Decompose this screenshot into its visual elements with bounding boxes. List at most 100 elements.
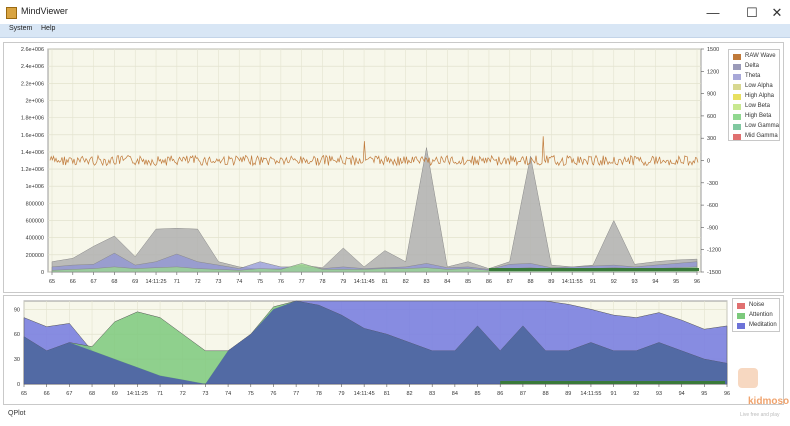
x-tick-label: 94 bbox=[679, 391, 685, 397]
right-tick-label: 900 bbox=[707, 92, 716, 98]
footer-label: QPlot bbox=[8, 410, 26, 417]
right-tick-label: 1500 bbox=[707, 47, 719, 53]
minimize-button[interactable]: — bbox=[706, 5, 720, 20]
right-tick-label: -1500 bbox=[707, 270, 721, 276]
legend-swatch bbox=[733, 124, 741, 130]
x-tick-label: 88 bbox=[543, 391, 549, 397]
x-tick-label: 68 bbox=[111, 279, 117, 285]
brainwave-legend: RAW Wave Delta Theta Low Alpha High Alpha Low… bbox=[728, 49, 780, 141]
right-tick-label: 1200 bbox=[707, 69, 719, 75]
x-tick-label: 83 bbox=[429, 391, 435, 397]
x-tick-label: 84 bbox=[444, 279, 450, 285]
x-tick-label: 66 bbox=[44, 391, 50, 397]
brainwave-chart[interactable]: 2.6e+006 2.4e+006 2.2e+006 2e+006 1.8e+006 1.… bbox=[4, 43, 783, 292]
menu-bar: System Help bbox=[0, 24, 790, 38]
x-tick-label: 74 bbox=[236, 279, 242, 285]
x-tick-label: 83 bbox=[423, 279, 429, 285]
x-tick-label: 84 bbox=[452, 391, 458, 397]
x-tick-label: 67 bbox=[91, 279, 97, 285]
menu-system[interactable]: System bbox=[9, 25, 33, 32]
watermark-subtext: Live free and play bbox=[740, 412, 780, 418]
title-bar: MindViewer — ☐ ✕ bbox=[0, 0, 790, 26]
x-tick-label: 86 bbox=[497, 391, 503, 397]
x-tick-label: 87 bbox=[520, 391, 526, 397]
x-tick-label: 14:11:45 bbox=[354, 279, 375, 285]
x-tick-label: 93 bbox=[632, 279, 638, 285]
watermark-text: kidmoso bbox=[748, 396, 789, 407]
left-tick-label: 2.6e+006 bbox=[21, 47, 44, 53]
x-tick-label: 65 bbox=[21, 391, 27, 397]
x-tick-label: 65 bbox=[49, 279, 55, 285]
window-title: MindViewer bbox=[21, 6, 68, 16]
right-tick-label: 300 bbox=[707, 136, 716, 142]
x-tick-label: 88 bbox=[527, 279, 533, 285]
x-tick-label: 69 bbox=[112, 391, 118, 397]
x-tick-label: 82 bbox=[403, 279, 409, 285]
legend-label: Low Gamma bbox=[745, 123, 780, 129]
x-tick-label: 89 bbox=[565, 391, 571, 397]
left-tick-label: 2.4e+006 bbox=[21, 64, 44, 70]
left-tick-label: 0 bbox=[41, 270, 44, 276]
app-icon bbox=[6, 7, 17, 19]
x-tick-label: 81 bbox=[384, 391, 390, 397]
x-tick-label: 14:11:25 bbox=[146, 279, 167, 285]
x-tick-label: 75 bbox=[248, 391, 254, 397]
watermark-logo: kidmoso Live free and play bbox=[736, 366, 790, 421]
x-tick-label: 14:11:45 bbox=[354, 391, 375, 397]
x-tick-label: 78 bbox=[319, 279, 325, 285]
left-tick-label: 600000 bbox=[26, 219, 44, 225]
left-tick-label: 1.2e+006 bbox=[21, 167, 44, 173]
x-tick-label: 74 bbox=[225, 391, 231, 397]
x-tick-label: 81 bbox=[382, 279, 388, 285]
legend-swatch bbox=[733, 54, 741, 60]
legend-label: Delta bbox=[745, 63, 760, 69]
x-tick-label: 77 bbox=[299, 279, 305, 285]
x-tick-label: 71 bbox=[174, 279, 180, 285]
legend-swatch bbox=[733, 74, 741, 80]
esense-chart[interactable]: 90 60 30 065 66 67 68 69 14:11:25 71 72 73 74 75 76 77 7… bbox=[4, 296, 783, 404]
maximize-button[interactable]: ☐ bbox=[746, 5, 758, 20]
right-tick-label: -300 bbox=[707, 181, 718, 187]
x-tick-label: 94 bbox=[652, 279, 658, 285]
x-tick-label: 67 bbox=[66, 391, 72, 397]
legend-swatch bbox=[737, 303, 745, 309]
x-tick-label: 68 bbox=[89, 391, 95, 397]
legend-label: Theta bbox=[745, 73, 761, 79]
legend-swatch bbox=[737, 323, 745, 329]
x-tick-label: 75 bbox=[257, 279, 263, 285]
x-tick-label: 85 bbox=[474, 391, 480, 397]
right-tick-label: 0 bbox=[707, 159, 710, 165]
legend-label: Low Alpha bbox=[745, 83, 773, 89]
x-tick-label: 85 bbox=[465, 279, 471, 285]
right-tick-label: -1200 bbox=[707, 248, 721, 254]
left-tick-label: 1.8e+006 bbox=[21, 116, 44, 122]
right-tick-label: 600 bbox=[707, 114, 716, 120]
x-tick-label: 73 bbox=[215, 279, 221, 285]
x-tick-label: 91 bbox=[611, 391, 617, 397]
x-tick-label: 95 bbox=[673, 279, 679, 285]
x-tick-label: 69 bbox=[132, 279, 138, 285]
x-tick-label: 79 bbox=[338, 391, 344, 397]
x-tick-label: 86 bbox=[486, 279, 492, 285]
esense-plot-pane: 90 60 30 0 65 66 67 68 69 14:11:25 71 72 73 74 75 76 77 7… bbox=[3, 295, 784, 405]
x-tick-label: 89 bbox=[548, 279, 554, 285]
series-area-delta bbox=[51, 147, 698, 273]
left-tick-label: 1.4e+006 bbox=[21, 150, 44, 156]
y-tick-label: 60 bbox=[14, 332, 20, 338]
legend-label: High Alpha bbox=[745, 93, 775, 99]
x-tick-label: 14:11:25 bbox=[127, 391, 148, 397]
menu-help[interactable]: Help bbox=[41, 25, 56, 32]
legend-label: High Beta bbox=[745, 113, 772, 119]
left-tick-label: 400000 bbox=[26, 236, 44, 242]
series-area-theta bbox=[51, 252, 698, 273]
x-tick-label: 77 bbox=[293, 391, 299, 397]
close-button[interactable]: ✕ bbox=[771, 5, 783, 20]
x-tick-label: 78 bbox=[316, 391, 322, 397]
left-tick-label: 800000 bbox=[26, 201, 44, 207]
x-tick-label: 76 bbox=[278, 279, 284, 285]
legend-swatch bbox=[737, 313, 745, 319]
x-tick-label: 76 bbox=[270, 391, 276, 397]
legend-swatch bbox=[733, 84, 741, 90]
y-tick-label: 0 bbox=[17, 382, 20, 388]
legend-label: Meditation bbox=[749, 322, 777, 328]
